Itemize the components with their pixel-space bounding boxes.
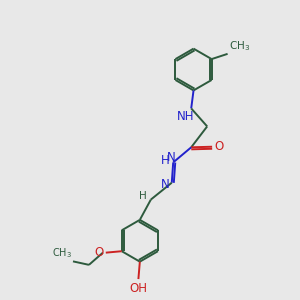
Text: OH: OH: [129, 282, 147, 295]
Text: NH: NH: [177, 110, 195, 123]
Text: CH$_3$: CH$_3$: [52, 246, 72, 260]
Text: N: N: [167, 151, 176, 164]
Text: H: H: [139, 191, 147, 201]
Text: O: O: [94, 246, 104, 259]
Text: CH$_3$: CH$_3$: [229, 40, 250, 53]
Text: N: N: [161, 178, 170, 191]
Text: H: H: [161, 154, 170, 166]
Text: O: O: [214, 140, 224, 153]
